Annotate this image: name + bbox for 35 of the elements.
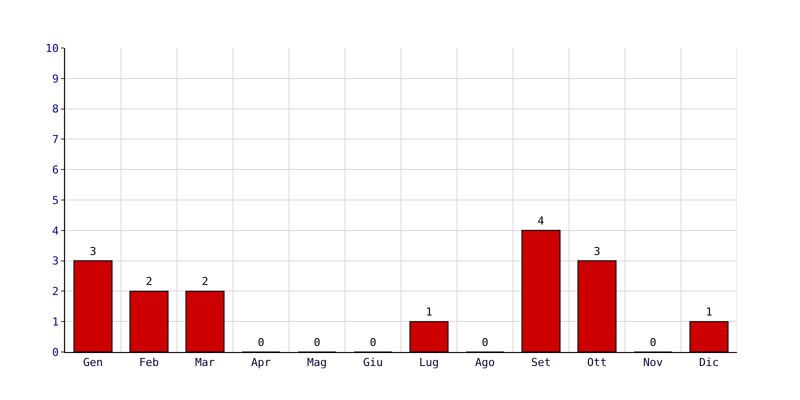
data-label: 0: [314, 336, 320, 349]
y-tick-label: 9: [52, 72, 59, 86]
data-label: 3: [90, 244, 96, 258]
data-label: 4: [538, 214, 544, 228]
x-tick-label: Ott: [587, 356, 607, 370]
x-tick-label: Apr: [251, 356, 272, 370]
data-label: 3: [594, 244, 600, 258]
data-label: 0: [258, 336, 264, 349]
y-tick-label: 5: [52, 194, 59, 207]
x-tick-label: Feb: [139, 356, 159, 370]
x-tick-label: Dic: [699, 356, 719, 370]
y-tick-label: 3: [52, 254, 59, 268]
x-tick-label: Mar: [195, 356, 216, 370]
data-label: 2: [146, 275, 152, 288]
x-tick-label: Ago: [475, 356, 495, 370]
data-label: 2: [202, 275, 208, 288]
y-tick-label: 4: [52, 224, 60, 238]
y-tick-label: 8: [52, 102, 59, 116]
y-tick-label: 10: [46, 42, 59, 55]
data-label: 0: [370, 336, 376, 349]
data-label: 1: [706, 306, 712, 319]
x-tick-label: Mag: [307, 356, 327, 370]
y-tick-label: 1: [52, 315, 59, 328]
x-tick-label: Lug: [419, 356, 439, 370]
x-tick-label: Gen: [83, 356, 103, 370]
data-label: 0: [482, 336, 488, 349]
x-tick-label: Nov: [643, 356, 664, 370]
x-tick-label: Set: [531, 356, 551, 370]
x-tick-label: Giu: [363, 356, 383, 370]
data-label: 1: [426, 306, 432, 319]
y-tick-label: 2: [52, 285, 59, 298]
y-tick-label: 0: [52, 346, 59, 359]
y-tick-label: 6: [52, 163, 59, 176]
y-tick-label: 7: [52, 133, 59, 146]
data-label: 0: [650, 336, 656, 349]
